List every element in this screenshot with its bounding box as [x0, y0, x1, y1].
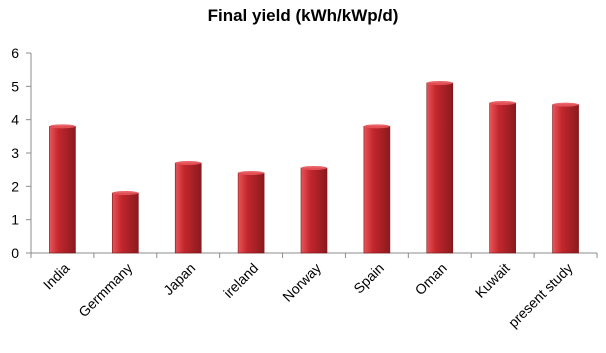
bar — [363, 126, 391, 254]
bar-top-cap — [552, 102, 579, 107]
chart-title: Final yield (kWh/kWp/d) — [207, 6, 399, 25]
y-tick-label: 1 — [11, 212, 19, 228]
y-tick-label: 4 — [11, 112, 19, 128]
bar — [237, 172, 265, 254]
y-tick-label: 2 — [11, 178, 19, 194]
bar-top-cap — [301, 166, 327, 170]
x-tick-label: Kuwait — [472, 260, 513, 301]
bar-top-cap — [112, 191, 139, 195]
bar-top-cap — [363, 124, 390, 129]
bar-top-cap — [238, 171, 265, 175]
bar — [552, 104, 579, 254]
bar — [49, 126, 76, 254]
y-tick-label: 0 — [11, 245, 19, 261]
bars — [49, 81, 579, 254]
bar-top-cap — [489, 101, 516, 105]
bar-top-cap — [49, 124, 76, 129]
x-tick-label: Germmany — [75, 260, 135, 320]
y-tick-label: 5 — [11, 78, 19, 94]
bar-top-cap — [426, 81, 453, 85]
y-tick-label: 3 — [11, 145, 19, 161]
x-tick-label: Norway — [279, 260, 324, 305]
bar — [426, 82, 454, 254]
bar-top-cap — [175, 161, 202, 165]
x-tick-label: India — [40, 260, 73, 293]
y-tick-label: 6 — [11, 45, 19, 61]
bar — [300, 167, 328, 254]
x-tick-label: present study — [505, 260, 576, 331]
x-tick-label: Oman — [412, 260, 450, 298]
bar — [174, 162, 202, 254]
bar — [489, 102, 516, 254]
x-tick-label: Spain — [350, 260, 387, 297]
bar — [112, 192, 139, 254]
x-tick-label: Japan — [160, 260, 198, 298]
x-tick-label: ireland — [220, 260, 261, 301]
